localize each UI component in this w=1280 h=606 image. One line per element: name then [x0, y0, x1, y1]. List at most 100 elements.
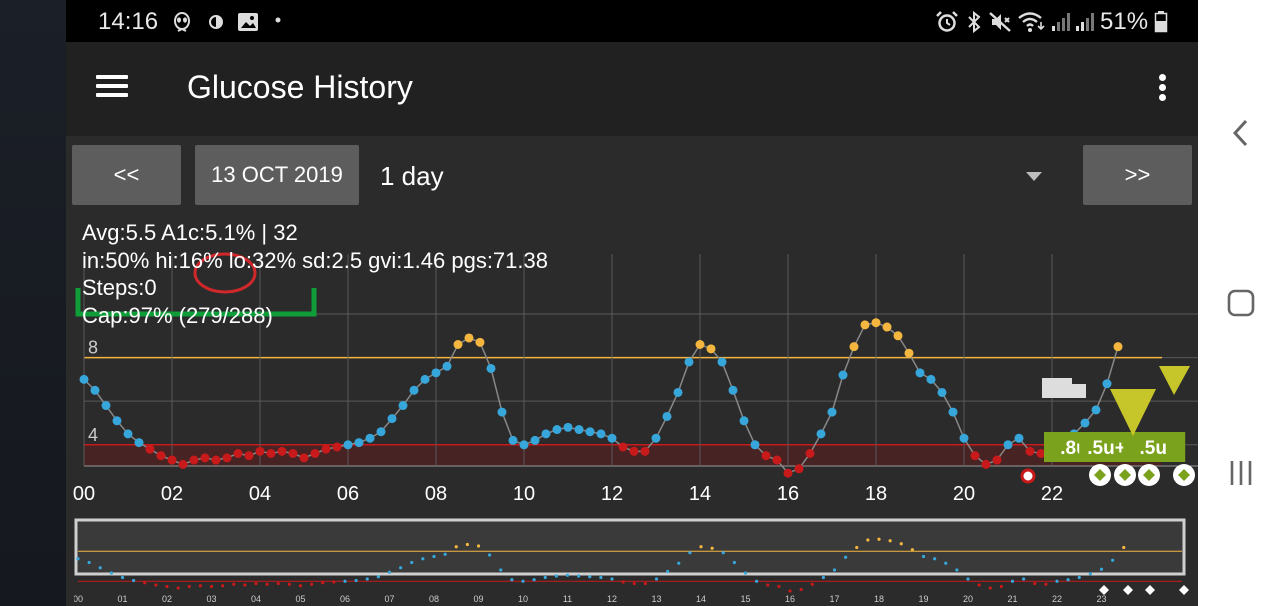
treatment-note-icon	[1042, 378, 1086, 398]
preview-reading-point	[755, 579, 759, 583]
insulin-treatment-box	[1123, 432, 1186, 462]
glucose-reading-point	[145, 444, 155, 454]
preview-reading-point	[621, 580, 625, 584]
preview-viewport-frame	[74, 518, 1186, 576]
preview-reading-point	[1033, 581, 1037, 586]
preview-x-tick-label: 12	[607, 594, 617, 604]
preview-reading-point	[888, 539, 892, 543]
glucose-reading-point	[376, 427, 386, 437]
preview-reading-point	[387, 570, 392, 574]
x-tick-label: 10	[513, 483, 535, 505]
low-range-band	[84, 444, 1162, 466]
glucose-reading-point	[959, 433, 969, 443]
glucose-reading-point	[552, 425, 562, 435]
next-day-button[interactable]: >>	[1083, 145, 1192, 205]
range-dropdown[interactable]: 1 day	[366, 145, 1056, 205]
status-bar: 14:16	[66, 0, 1198, 42]
preview-reading-point	[810, 582, 814, 586]
x-tick-label: 00	[73, 483, 95, 505]
preview-reading-point	[1099, 567, 1104, 571]
glucose-reading-point	[277, 446, 287, 456]
previous-day-button[interactable]: <<	[72, 145, 181, 205]
glucose-reading-point	[926, 374, 936, 384]
preview-x-tick-label: 00	[74, 594, 83, 604]
glucose-reading-point	[79, 374, 89, 384]
glucose-reading-point	[299, 453, 309, 463]
glucose-reading-point	[365, 433, 375, 443]
treatment-marker-diamond	[1143, 469, 1155, 481]
preview-reading-point	[365, 577, 369, 581]
carb-triangle-marker	[1110, 389, 1156, 436]
glucose-reading-point	[123, 429, 133, 439]
contrast-icon	[209, 15, 223, 29]
glucose-reading-point	[1091, 405, 1101, 415]
preview-reading-point	[343, 579, 347, 583]
preview-reading-point	[87, 560, 91, 565]
y-tick-label: 4	[88, 425, 98, 445]
glucose-reading-point	[1113, 342, 1123, 352]
preview-reading-point	[120, 575, 125, 580]
preview-reading-point	[1111, 558, 1115, 562]
glucose-reading-point	[244, 451, 254, 461]
image-icon	[238, 13, 258, 31]
glucose-reading-point	[332, 442, 342, 452]
treatment-marker-diamond	[1178, 469, 1190, 481]
glucose-reading-point	[1036, 449, 1046, 458]
range-dropdown-value: 1 day	[380, 161, 444, 191]
more-vert-icon[interactable]	[1146, 68, 1178, 108]
preview-reading-point	[821, 575, 825, 580]
insulin-treatment-label: .5u	[1139, 438, 1166, 459]
preview-x-tick-label: 09	[473, 594, 483, 604]
glucose-reading-point	[629, 446, 639, 456]
glucose-preview-chart[interactable]: 00 01 02 03 04 05 06 07 08 09 10 11 12 13 14 15 16 17 18 19…	[74, 518, 1192, 604]
preview-reading-point	[666, 569, 670, 574]
preview-x-tick-label: 06	[340, 594, 350, 604]
glucose-reading-point	[189, 455, 199, 465]
glucose-reading-point	[739, 416, 749, 426]
preview-reading-point	[1077, 575, 1081, 580]
page-title: Glucose History	[187, 69, 413, 105]
glucose-reading-point	[860, 320, 870, 330]
preview-reading-point	[254, 581, 258, 586]
preview-reading-point	[376, 575, 380, 579]
preview-reading-point	[777, 584, 781, 589]
preview-x-tick-label: 03	[206, 594, 216, 604]
glucose-reading-point	[794, 464, 804, 474]
treatment-marker-diamond	[1119, 469, 1131, 481]
glucose-reading-point	[409, 385, 419, 395]
preview-reading-point	[243, 583, 247, 587]
preview-reading-point	[1010, 579, 1015, 583]
glucose-reading-point	[838, 370, 848, 380]
x-tick-label: 18	[865, 483, 887, 505]
preview-reading-point	[855, 545, 859, 550]
preview-reading-point	[710, 546, 714, 550]
hamburger-menu-icon[interactable]	[92, 69, 132, 109]
preview-x-tick-label: 13	[651, 594, 661, 604]
glucose-reading-point	[904, 348, 914, 358]
home-square-icon[interactable]	[1226, 288, 1256, 318]
glucose-reading-point	[321, 444, 331, 454]
back-chevron-icon[interactable]	[1230, 118, 1250, 148]
glucose-reading-point	[761, 451, 771, 461]
preview-x-tick-label: 10	[518, 594, 528, 604]
preview-x-tick-label: 11	[563, 594, 572, 604]
preview-reading-point	[1022, 577, 1026, 581]
preview-reading-point	[721, 551, 725, 555]
glucose-reading-point	[112, 416, 122, 426]
recents-lines-icon[interactable]	[1226, 458, 1256, 488]
signal-icon	[1076, 13, 1094, 31]
glucose-reading-point	[1014, 433, 1024, 443]
preview-reading-point	[132, 578, 136, 583]
date-picker-button[interactable]: 13 OCT 2019	[195, 145, 359, 205]
preview-reading-point	[643, 581, 647, 586]
glucose-reading-point	[398, 401, 408, 411]
preview-reading-point	[476, 544, 481, 548]
glucose-reading-point	[1003, 440, 1013, 450]
glucose-reading-point	[871, 318, 881, 328]
glucose-reading-point	[695, 340, 705, 349]
preview-reading-point	[999, 584, 1003, 589]
glucose-reading-point	[464, 333, 474, 343]
glucose-reading-point	[442, 361, 452, 371]
glucose-reading-point	[167, 455, 177, 465]
